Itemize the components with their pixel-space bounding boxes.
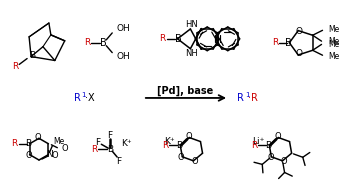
Text: K⁺: K⁺ [164, 137, 175, 146]
Text: B: B [25, 139, 32, 148]
Text: B: B [285, 38, 292, 48]
Text: OH: OH [116, 52, 130, 61]
Text: ·X: ·X [85, 93, 94, 103]
Text: R: R [160, 34, 166, 43]
Text: K⁺: K⁺ [121, 139, 131, 148]
Text: F: F [107, 131, 112, 140]
Text: Me: Me [329, 37, 340, 46]
Text: 1: 1 [245, 92, 249, 98]
Text: O: O [274, 132, 281, 141]
Text: R: R [12, 62, 18, 71]
Text: N: N [46, 150, 53, 159]
Text: R: R [12, 139, 18, 148]
Text: B: B [265, 141, 271, 150]
Text: R: R [91, 145, 98, 154]
Text: B: B [176, 141, 182, 150]
Text: O: O [52, 151, 58, 160]
Text: B: B [175, 34, 182, 44]
Text: O: O [185, 132, 192, 141]
Text: B: B [107, 145, 113, 154]
Text: NH: NH [185, 49, 198, 58]
Text: O: O [296, 27, 303, 36]
Text: O: O [178, 153, 185, 162]
Text: O: O [267, 153, 274, 162]
Text: R: R [84, 38, 90, 47]
Text: R: R [74, 93, 81, 103]
Text: O: O [191, 157, 198, 166]
Text: O: O [280, 157, 287, 166]
Text: HN: HN [185, 19, 198, 29]
Text: F: F [117, 156, 122, 166]
Text: Me: Me [329, 52, 340, 61]
Text: [Pd], base: [Pd], base [157, 86, 214, 96]
Text: ·R: ·R [248, 93, 258, 103]
Text: B: B [29, 51, 35, 60]
Text: O: O [61, 144, 68, 153]
Text: R: R [272, 38, 279, 47]
Text: O: O [25, 151, 32, 160]
Text: OH: OH [116, 25, 130, 33]
Text: O: O [35, 133, 41, 142]
Text: 1: 1 [82, 92, 86, 98]
Text: F: F [95, 138, 100, 147]
Text: Li⁺: Li⁺ [252, 137, 265, 146]
Text: R: R [251, 141, 258, 150]
Text: O: O [296, 50, 303, 58]
Text: R: R [237, 93, 244, 103]
Text: Me: Me [53, 137, 65, 146]
Text: Me: Me [329, 40, 340, 49]
Text: B: B [100, 38, 107, 48]
Text: R: R [162, 141, 169, 150]
Text: Me: Me [329, 25, 340, 34]
